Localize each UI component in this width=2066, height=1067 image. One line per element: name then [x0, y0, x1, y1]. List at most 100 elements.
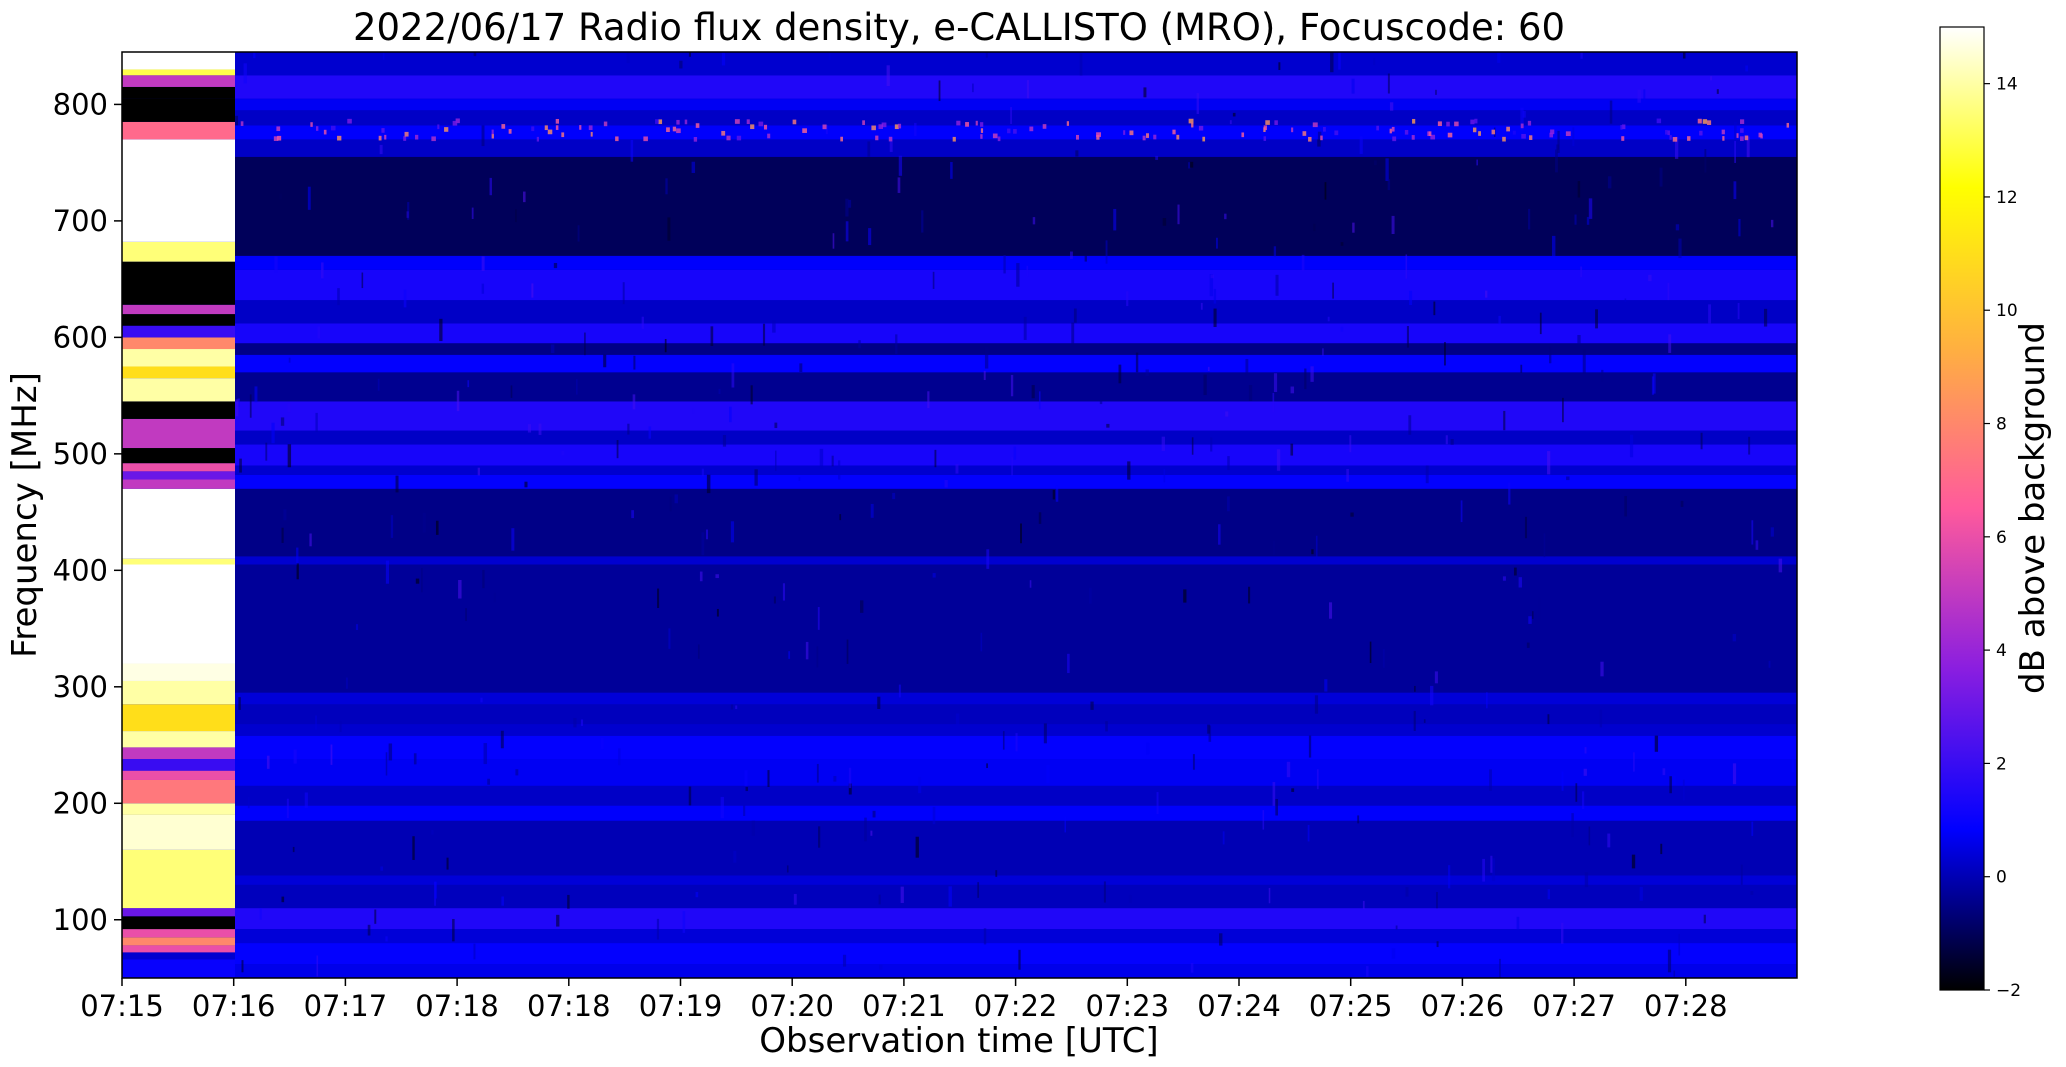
heatmap-streak	[1768, 660, 1771, 668]
heatmap-streak	[1340, 242, 1344, 246]
heatmap-streak	[573, 717, 577, 728]
heatmap-streak	[845, 198, 849, 217]
heatmap-streak	[632, 394, 636, 410]
heatmap-streak	[235, 399, 239, 417]
y-axis-label: Frequency [MHz]	[5, 372, 45, 658]
heatmap-burst	[1142, 135, 1146, 141]
heatmap-burst	[603, 121, 608, 127]
heatmap-streak	[1436, 892, 1438, 909]
heatmap-streak	[750, 385, 753, 405]
calibration-band	[122, 929, 235, 938]
heatmap-burst	[862, 120, 865, 125]
heatmap-streak	[895, 334, 898, 355]
heatmap-burst	[1308, 136, 1312, 142]
heatmap-streak	[1733, 181, 1737, 200]
heatmap-streak	[1751, 520, 1754, 545]
heatmap-streak	[721, 52, 726, 66]
heatmap-streak	[1308, 735, 1312, 758]
heatmap-streak	[1654, 735, 1659, 752]
heatmap-streak	[515, 769, 519, 776]
heatmap-streak	[1660, 843, 1663, 855]
heatmap-streak	[1213, 308, 1217, 328]
calibration-band	[122, 959, 235, 978]
heatmap-streak	[1433, 301, 1436, 316]
heatmap-burst	[1312, 122, 1318, 128]
heatmap-streak	[1075, 150, 1079, 157]
heatmap-streak	[657, 588, 660, 608]
heatmap-streak	[775, 450, 777, 472]
calibration-band	[122, 759, 235, 771]
heatmap-streak	[481, 125, 485, 147]
heatmap-streak	[631, 510, 635, 519]
heatmap-streak	[1547, 451, 1551, 475]
heatmap-band	[235, 110, 1797, 126]
heatmap-burst	[1412, 118, 1416, 124]
heatmap-burst	[878, 124, 884, 129]
heatmap-burst	[658, 119, 663, 125]
heatmap-streak	[682, 911, 686, 933]
heatmap-streak	[1191, 437, 1194, 455]
heatmap-streak	[1272, 782, 1276, 806]
heatmap-streak	[1497, 52, 1501, 63]
heatmap-streak	[1026, 265, 1029, 277]
heatmap-streak	[1156, 792, 1159, 815]
colorbar: −2 0 2 4 6 8 10 12 14 dB above background	[1939, 26, 2053, 1001]
heatmap-band	[235, 139, 1797, 157]
heatmap-streak	[1328, 809, 1330, 816]
heatmap-streak	[1219, 933, 1223, 946]
heatmap-streak	[1222, 831, 1225, 845]
heatmap-streak	[1324, 679, 1328, 692]
heatmap-streak	[656, 918, 660, 940]
heatmap-streak	[1362, 900, 1365, 909]
heatmap-streak	[280, 417, 285, 426]
heatmap-streak	[1520, 364, 1523, 373]
heatmap-streak	[1584, 747, 1587, 754]
heatmap-streak	[1584, 872, 1589, 888]
x-tick-label: 07:23	[1086, 989, 1170, 1023]
heatmap-streak	[473, 943, 476, 960]
heatmap-burst	[1392, 136, 1397, 142]
heatmap-streak	[385, 936, 388, 942]
heatmap-burst	[897, 123, 902, 129]
heatmap-streak	[1755, 540, 1759, 550]
heatmap-streak	[1052, 489, 1056, 500]
heatmap-streak	[762, 323, 766, 346]
heatmap-burst	[491, 133, 494, 139]
heatmap-streak	[1498, 315, 1501, 325]
heatmap-streak	[1317, 131, 1322, 142]
heatmap-streak	[833, 775, 837, 782]
heatmap-burst	[1430, 134, 1436, 140]
heatmap-streak	[1624, 495, 1628, 517]
heatmap-streak	[435, 520, 439, 535]
heatmap-streak	[1286, 761, 1291, 778]
colorbar-tick-label: 12	[1996, 188, 2018, 208]
heatmap-streak	[860, 600, 864, 613]
heatmap-streak	[1316, 769, 1319, 790]
heatmap-streak	[1245, 358, 1249, 376]
heatmap-streak	[1126, 291, 1129, 307]
heatmap-streak	[1273, 373, 1278, 393]
heatmap-streak	[561, 450, 565, 456]
heatmap-burst	[871, 125, 876, 131]
colorbar-tick-label: 2	[1996, 754, 2007, 774]
calibration-band	[122, 463, 235, 472]
heatmap-burst	[1123, 130, 1126, 135]
heatmap-streak	[1351, 78, 1355, 94]
heatmap-burst	[1665, 129, 1668, 135]
heatmap-streak	[817, 607, 820, 630]
heatmap-streak	[500, 730, 504, 749]
heatmap-burst	[676, 128, 681, 134]
calibration-band	[122, 770, 235, 780]
heatmap-streak	[1382, 649, 1385, 668]
heatmap-burst	[1428, 131, 1432, 137]
heatmap-band	[235, 884, 1797, 909]
heatmap-burst	[1291, 127, 1294, 133]
heatmap-burst	[1565, 131, 1571, 137]
heatmap-streak	[1673, 970, 1676, 977]
heatmap-streak	[1408, 415, 1412, 435]
heatmap-streak	[701, 468, 704, 477]
heatmap-streak	[1710, 76, 1712, 81]
heatmap-burst	[1502, 136, 1506, 142]
heatmap-streak	[1190, 962, 1194, 973]
